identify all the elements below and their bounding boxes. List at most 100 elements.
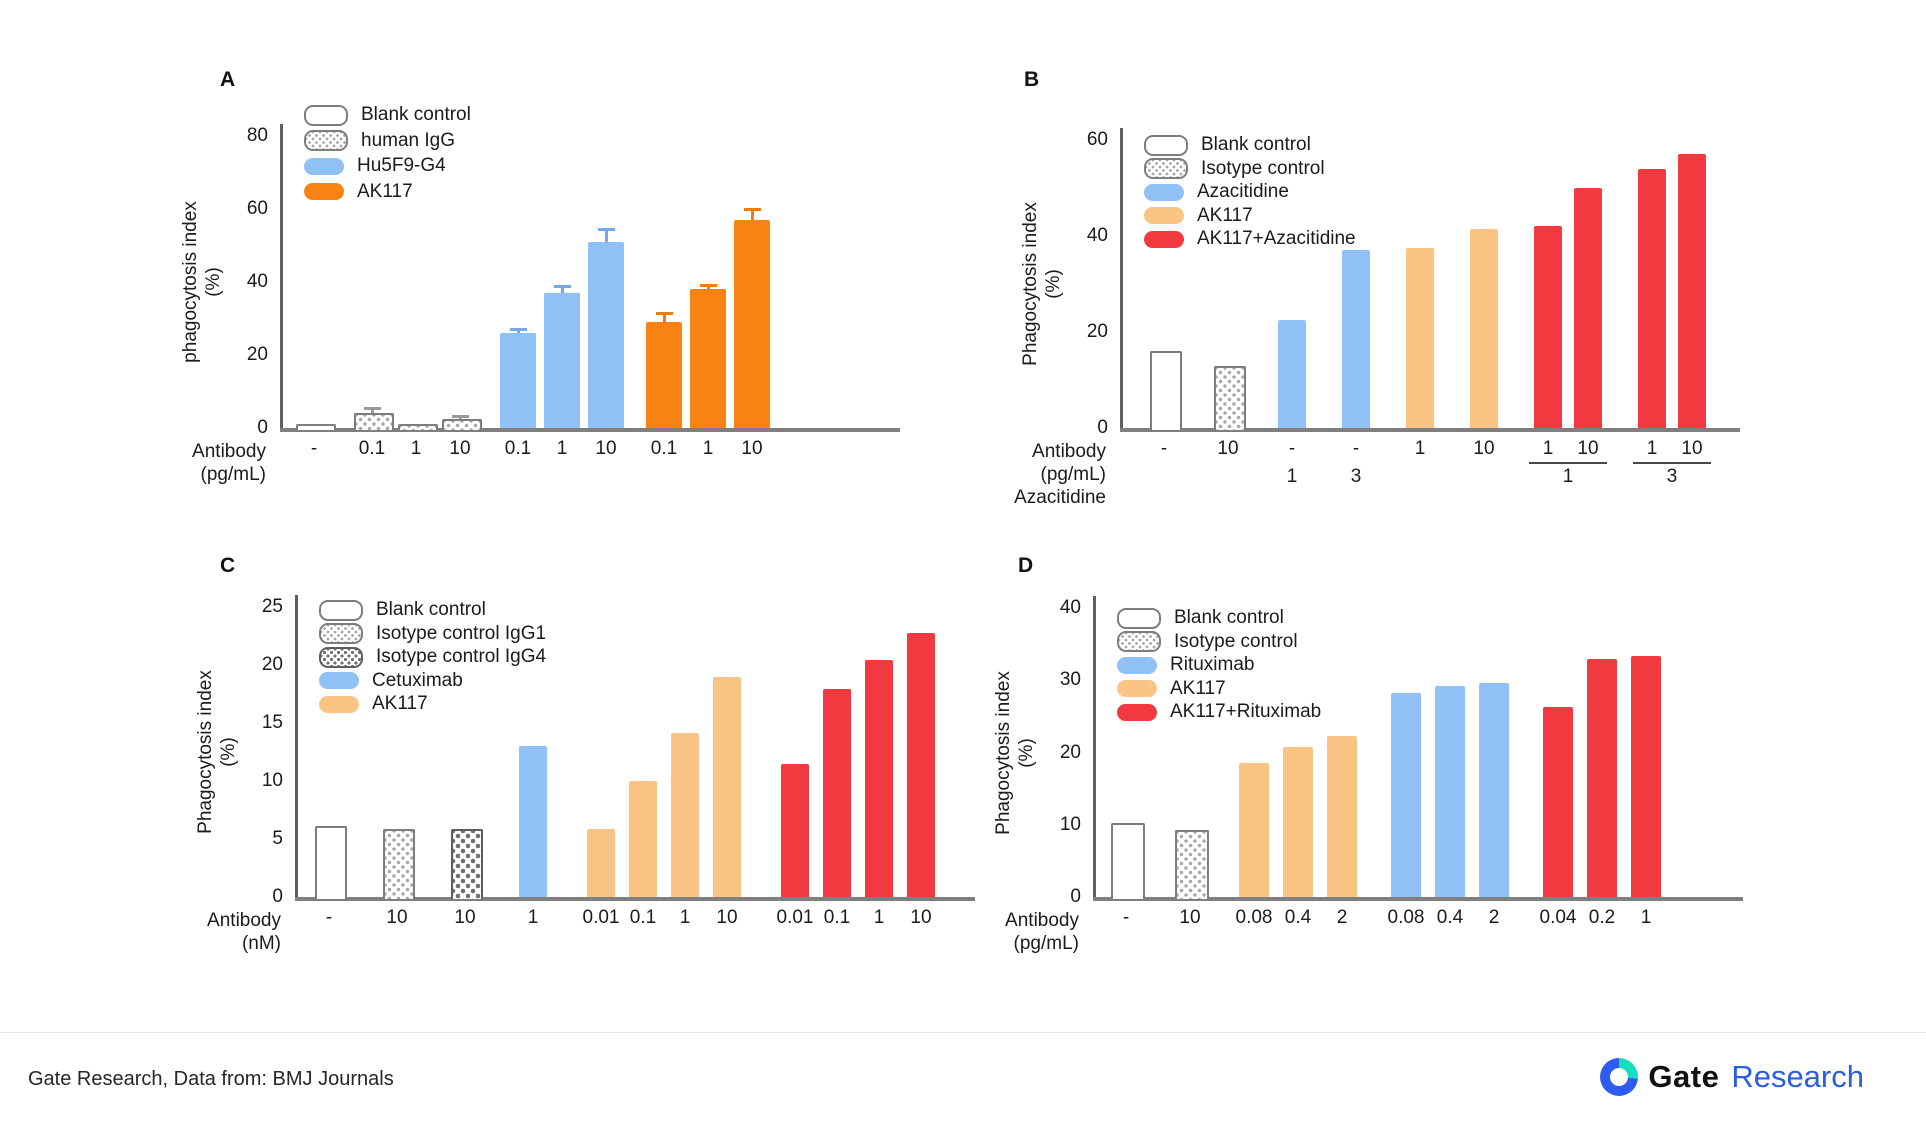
bar-A-4 xyxy=(500,333,536,428)
legend-item-blue: Rituximab xyxy=(1117,654,1254,676)
y-tick-label: 0 xyxy=(272,886,283,907)
legend-label: AK117+Rituximab xyxy=(1170,701,1322,722)
y-axis xyxy=(280,124,283,428)
error-bar-cap xyxy=(699,284,717,288)
legend-item-blank: Blank control xyxy=(1144,134,1311,156)
legend-swatch-peach xyxy=(1117,680,1157,697)
x-tick-label: 10 xyxy=(449,438,471,459)
x-tick-label: 10 xyxy=(595,438,617,459)
legend-swatch-red xyxy=(1144,230,1184,248)
legend-label: AK117 xyxy=(1197,204,1253,226)
x-tick-label: 0.04 xyxy=(1539,907,1577,928)
bar-A-7 xyxy=(646,322,682,428)
bar-C-10 xyxy=(865,660,893,897)
x-axis-title: Antibody (pg/mL) Azacitidine xyxy=(1014,441,1106,508)
bar-D-0 xyxy=(1111,822,1145,899)
legend-swatch-blue xyxy=(1117,656,1157,674)
bar-C-5 xyxy=(629,781,657,897)
legend-label: Cetuximab xyxy=(372,669,463,691)
y-axis-title: Phagocytosis index (%) xyxy=(195,670,239,834)
x-tick-label: - xyxy=(1160,438,1168,459)
bar-B-4 xyxy=(1406,248,1434,428)
x-tick-label: 10 xyxy=(454,907,476,928)
x-tick-label: 0.1 xyxy=(358,438,386,459)
bar-A-2 xyxy=(398,423,438,430)
legend-swatch-hatch xyxy=(319,623,363,644)
x-axis xyxy=(295,897,975,901)
legend-swatch-blank xyxy=(319,599,363,621)
error-bar-cap xyxy=(509,328,527,332)
bar-D-7 xyxy=(1479,683,1509,897)
x-tick-label: 10 xyxy=(1681,438,1703,459)
bar-D-10 xyxy=(1631,655,1661,897)
y-tick-label: 10 xyxy=(1059,813,1081,835)
y-tick-label: 40 xyxy=(1086,225,1108,246)
x-tick-label: 0.4 xyxy=(1284,907,1312,928)
legend-item-hatch: human IgG xyxy=(304,130,455,152)
error-bar-cap xyxy=(451,414,469,418)
bar-C-6 xyxy=(671,733,699,897)
legend-item-peach: AK117 xyxy=(319,693,428,715)
legend-swatch-orange xyxy=(304,183,344,200)
legend-label: AK117+Azacitidine xyxy=(1197,228,1356,249)
x-tick-label: 1 xyxy=(410,438,422,459)
legend-label: Blank control xyxy=(376,599,486,620)
x-tick-label: 10 xyxy=(1179,907,1201,928)
legend-swatch-hatch xyxy=(1117,631,1161,652)
brand-suffix: Research xyxy=(1731,1059,1864,1094)
x-tick-label: 0.2 xyxy=(1588,907,1616,928)
error-bar xyxy=(750,210,754,220)
x-tick-label: 1 xyxy=(702,438,714,459)
bar-B-3 xyxy=(1342,250,1370,428)
bar-D-1 xyxy=(1175,829,1209,899)
legend-item-red: AK117+Azacitidine xyxy=(1144,228,1356,250)
x-tick-label: 10 xyxy=(386,907,408,928)
legend-item-orange: AK117 xyxy=(304,181,413,203)
y-tick-label: 15 xyxy=(261,712,283,733)
y-tick-label: 0 xyxy=(1070,886,1081,907)
y-tick-label: 5 xyxy=(272,828,283,849)
legend-item-peach: AK117 xyxy=(1117,678,1226,700)
bar-C-7 xyxy=(713,676,741,897)
y-tick-label: 0 xyxy=(257,417,268,438)
y-axis xyxy=(1093,596,1096,897)
legend-label: Azacitidine xyxy=(1197,181,1289,202)
legend-swatch-peach xyxy=(319,695,359,713)
legend-item-blank: Blank control xyxy=(304,104,471,126)
legend-label: human IgG xyxy=(361,129,455,151)
x-tick-label: 1 xyxy=(873,907,885,928)
x-tick-label: 0.01 xyxy=(582,907,620,928)
footer-divider xyxy=(0,1032,1926,1033)
x-tick-label: 10 xyxy=(1473,438,1495,459)
x-tick-label: - xyxy=(1122,907,1130,928)
y-tick-label: 60 xyxy=(1086,129,1108,150)
legend-label: Isotype control IgG1 xyxy=(376,622,547,644)
x-tick-label: - xyxy=(1352,438,1360,459)
bar-A-9 xyxy=(734,219,770,428)
legend-swatch-blue xyxy=(304,157,344,175)
y-tick-label: 20 xyxy=(246,344,268,365)
bar-D-5 xyxy=(1391,692,1421,897)
panel-label-B: B xyxy=(1024,68,1040,91)
bar-B-8 xyxy=(1638,168,1666,428)
legend-label: Isotype control xyxy=(1201,157,1325,179)
panel-label-A: A xyxy=(220,68,236,91)
legend-item-hatch2: Isotype control IgG4 xyxy=(319,646,546,668)
error-bar xyxy=(370,409,374,414)
legend-label: Isotype control xyxy=(1174,630,1298,652)
legend-item-hatch: Isotype control IgG1 xyxy=(319,623,546,645)
bar-B-9 xyxy=(1678,154,1706,428)
bar-C-11 xyxy=(907,632,935,897)
bar-C-8 xyxy=(781,763,809,897)
y-tick-label: 40 xyxy=(246,271,268,292)
bar-B-0 xyxy=(1150,351,1182,430)
legend-item-blank: Blank control xyxy=(1117,607,1284,629)
panel-label-D: D xyxy=(1018,554,1034,577)
x-tick-label: 1 xyxy=(1640,907,1652,928)
x-group-line xyxy=(1529,462,1607,464)
legend-label: Rituximab xyxy=(1170,654,1255,675)
y-axis xyxy=(295,595,298,897)
bar-D-8 xyxy=(1543,706,1573,897)
bar-B-2 xyxy=(1278,320,1306,428)
x-tick-label: - xyxy=(325,907,333,928)
